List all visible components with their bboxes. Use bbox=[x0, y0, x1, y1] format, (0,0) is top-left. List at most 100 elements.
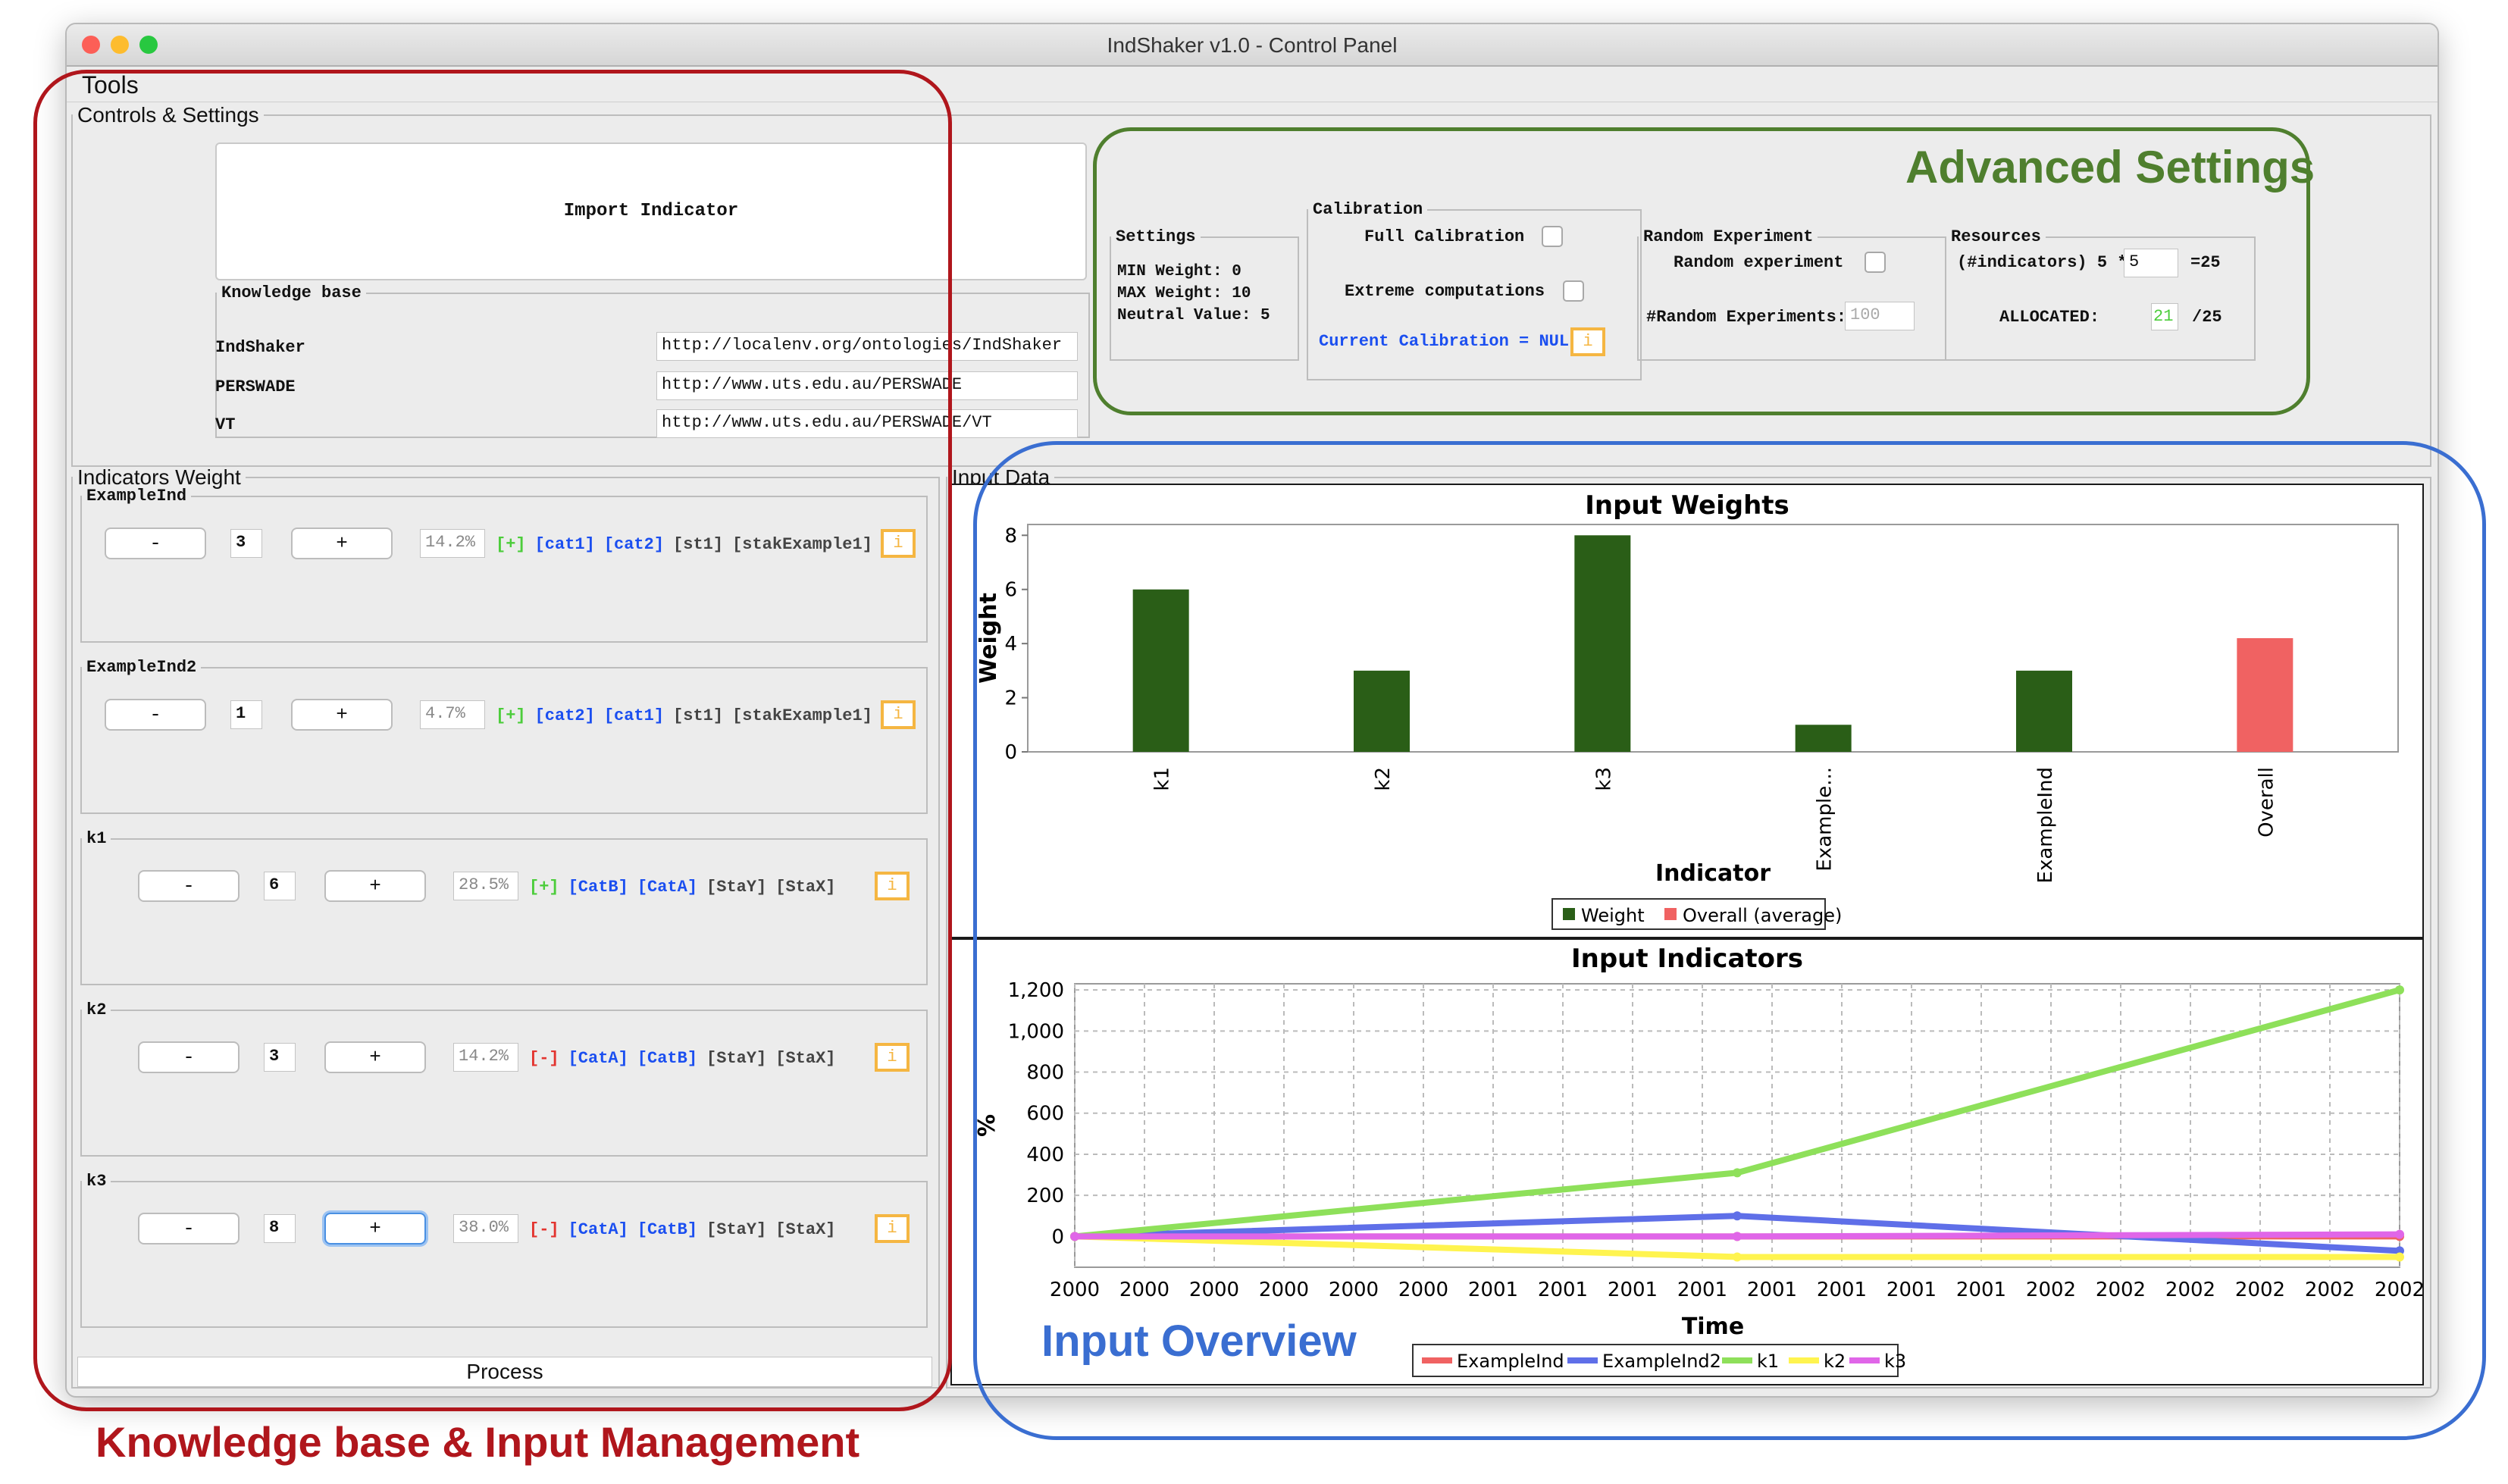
polarity-tag: [+] bbox=[496, 706, 526, 725]
settings-legend: Settings bbox=[1116, 227, 1196, 246]
kb-url-field[interactable]: http://www.uts.edu.au/PERSWADE/VT bbox=[656, 409, 1078, 438]
indicator-info-button[interactable]: i bbox=[875, 872, 910, 900]
indicator-tags: [-] [CatA] [CatB] [StaY] [StaX] bbox=[529, 1220, 844, 1239]
kb-source-name: IndShaker bbox=[215, 338, 305, 357]
data-point bbox=[2395, 985, 2404, 995]
category-tag: [CatB] bbox=[637, 1049, 698, 1068]
x-tick-label: 2000 bbox=[1259, 1279, 1309, 1301]
random-experiment-checkbox[interactable] bbox=[1865, 252, 1886, 273]
app-window: IndShaker v1.0 - Control Panel Tools Con… bbox=[65, 23, 2439, 1398]
x-tick-label: k1 bbox=[1151, 767, 1174, 791]
x-tick-label: 2000 bbox=[1050, 1279, 1100, 1301]
increase-weight-button[interactable]: + bbox=[291, 528, 393, 559]
decrease-weight-button[interactable]: - bbox=[138, 1041, 240, 1073]
plot-area bbox=[1074, 983, 2400, 1268]
decrease-weight-button[interactable]: - bbox=[105, 528, 206, 559]
plot-area bbox=[1027, 524, 2399, 753]
weight-percentage-field: 28.5% bbox=[453, 872, 518, 900]
indicator-tags: [-] [CatA] [CatB] [StaY] [StaX] bbox=[529, 1049, 844, 1068]
weight-percentage-field: 4.7% bbox=[420, 700, 485, 729]
x-tick-label: 2000 bbox=[1329, 1279, 1379, 1301]
weight-value-field[interactable]: 6 bbox=[264, 872, 296, 900]
knowledge-base-panel: Knowledge base bbox=[215, 283, 1090, 438]
calibration-info-button[interactable]: i bbox=[1570, 327, 1605, 356]
indicator-group: ExampleInd2 bbox=[80, 658, 928, 814]
chart-legend: Weight Overall (average) bbox=[1551, 898, 1842, 930]
increase-weight-button[interactable]: + bbox=[324, 870, 426, 902]
window-title: IndShaker v1.0 - Control Panel bbox=[1107, 33, 1398, 57]
decrease-weight-button[interactable]: - bbox=[138, 870, 240, 902]
weight-value-field[interactable]: 8 bbox=[264, 1214, 296, 1243]
indicator-name: ExampleInd2 bbox=[86, 658, 197, 677]
decrease-weight-button[interactable]: - bbox=[105, 699, 206, 731]
full-calibration-checkbox[interactable] bbox=[1542, 226, 1563, 247]
stakeholder-tag: [StaX] bbox=[775, 1220, 836, 1239]
weight-value-field[interactable]: 1 bbox=[230, 700, 262, 729]
chart-title: Input Weights bbox=[1585, 490, 1789, 521]
input-indicators-chart: Input Indicators% 0 200 400 600 800 1,000 1,200… bbox=[974, 944, 2422, 1377]
x-tick-label: k3 bbox=[1592, 767, 1615, 791]
x-tick-label: 2000 bbox=[1119, 1279, 1169, 1301]
extreme-computations-checkbox[interactable] bbox=[1563, 280, 1584, 302]
x-tick-label: 2001 bbox=[1468, 1279, 1518, 1301]
process-button[interactable]: Process bbox=[77, 1357, 932, 1387]
indicator-group: k1 bbox=[80, 829, 928, 985]
data-point bbox=[1733, 1232, 1742, 1241]
indicator-tags: [+] [cat2] [cat1] [st1] [stakExample1] bbox=[496, 706, 881, 725]
import-indicator-button[interactable]: Import Indicator bbox=[215, 142, 1087, 280]
indicator-info-button[interactable]: i bbox=[881, 700, 916, 729]
close-icon[interactable] bbox=[82, 36, 100, 54]
indicator-info-button[interactable]: i bbox=[881, 529, 916, 558]
legend-entry: k3 bbox=[1884, 1351, 1906, 1372]
indicator-info-button[interactable]: i bbox=[875, 1043, 910, 1072]
indicator-info-button[interactable]: i bbox=[875, 1214, 910, 1243]
increase-weight-button[interactable]: + bbox=[324, 1213, 426, 1244]
indicator-name: k3 bbox=[86, 1172, 107, 1191]
polarity-tag: [-] bbox=[529, 1220, 559, 1239]
allocated-label: ALLOCATED: bbox=[1999, 308, 2100, 327]
x-tick-label: 2000 bbox=[1398, 1279, 1448, 1301]
legend-swatch bbox=[1664, 908, 1677, 920]
x-tick-label: 2001 bbox=[1956, 1279, 2006, 1301]
weight-percentage-field: 14.2% bbox=[453, 1043, 518, 1072]
x-tick-label: 2002 bbox=[2096, 1279, 2146, 1301]
y-tick-label: 1,000 bbox=[1008, 1020, 1064, 1043]
kb-url-field[interactable]: http://localenv.org/ontologies/IndShaker bbox=[656, 332, 1078, 361]
menu-tools[interactable]: Tools bbox=[82, 71, 139, 99]
weight-value-field[interactable]: 3 bbox=[264, 1043, 296, 1072]
random-experiments-count-input[interactable]: 100 bbox=[1845, 302, 1915, 330]
y-tick-label: 0 bbox=[1051, 1226, 1064, 1248]
x-tick-label: 2001 bbox=[1608, 1279, 1658, 1301]
x-tick-label: Example... bbox=[1814, 767, 1836, 872]
legend-entry: k1 bbox=[1757, 1351, 1779, 1372]
data-point bbox=[1733, 1168, 1742, 1178]
polarity-tag: [+] bbox=[496, 535, 526, 554]
settings-group: Settings bbox=[1110, 227, 1299, 361]
chart-title: Input Indicators bbox=[1571, 944, 1803, 974]
allocated-total: /25 bbox=[2192, 308, 2222, 327]
stakeholder-tag: [StaX] bbox=[775, 1049, 836, 1068]
legend-entry: ExampleInd2 bbox=[1602, 1351, 1721, 1372]
maximize-icon[interactable] bbox=[139, 36, 158, 54]
indicators-formula-result: =25 bbox=[2190, 253, 2221, 272]
random-experiment-legend: Random Experiment bbox=[1643, 227, 1814, 246]
weight-percentage-field: 38.0% bbox=[453, 1214, 518, 1243]
indicators-multiplier-input[interactable]: 5 bbox=[2124, 249, 2178, 277]
bar bbox=[2016, 670, 2072, 752]
bar bbox=[1354, 670, 1410, 752]
input-weights-chart: Input Weights Weight 0 2 4 6 8 k1 k2 k3 Example...… bbox=[975, 490, 2399, 930]
increase-weight-button[interactable]: + bbox=[291, 699, 393, 731]
y-axis-label: % bbox=[974, 1114, 1000, 1137]
category-tag: [CatA] bbox=[637, 878, 698, 897]
decrease-weight-button[interactable]: - bbox=[138, 1213, 240, 1244]
kb-source-name: VT bbox=[215, 415, 236, 434]
increase-weight-button[interactable]: + bbox=[324, 1041, 426, 1073]
kb-url-field[interactable]: http://www.uts.edu.au/PERSWADE bbox=[656, 371, 1078, 400]
full-calibration-label: Full Calibration bbox=[1364, 227, 1525, 246]
advanced-settings-label: Advanced Settings bbox=[1905, 142, 2315, 193]
kb-source-name: PERSWADE bbox=[215, 377, 296, 396]
legend-entry: k2 bbox=[1824, 1351, 1846, 1372]
weight-value-field[interactable]: 3 bbox=[230, 529, 262, 558]
indicator-tags: [+] [CatB] [CatA] [StaY] [StaX] bbox=[529, 878, 844, 897]
minimize-icon[interactable] bbox=[111, 36, 129, 54]
